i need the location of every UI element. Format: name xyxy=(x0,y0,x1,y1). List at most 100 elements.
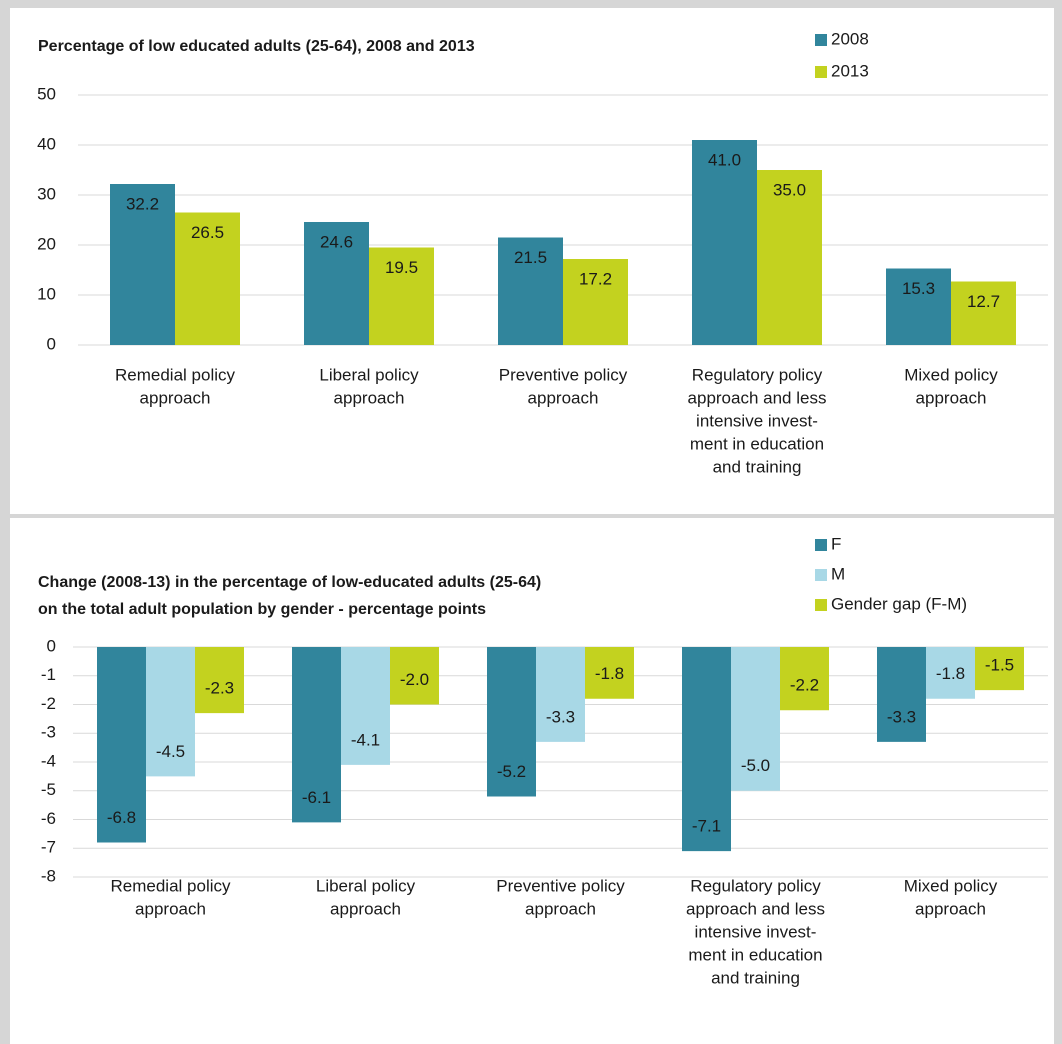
x-tick-label: Liberal policy xyxy=(316,876,416,895)
y-tick-label: -4 xyxy=(41,751,56,770)
data-label: -5.2 xyxy=(497,762,526,781)
bar xyxy=(951,281,1016,345)
data-label: 26.5 xyxy=(191,223,224,242)
legend-swatch xyxy=(815,34,827,46)
bar xyxy=(304,222,369,345)
x-tick-label: ment in education xyxy=(688,945,822,964)
y-tick-label: 10 xyxy=(37,284,56,303)
data-label: 12.7 xyxy=(967,292,1000,311)
data-label: -4.5 xyxy=(156,742,185,761)
y-tick-label: -7 xyxy=(41,838,56,857)
x-tick-label: ment in education xyxy=(690,434,824,453)
bar xyxy=(341,647,390,765)
x-tick-label: Liberal policy xyxy=(319,365,419,384)
bar xyxy=(487,647,536,797)
x-tick-label: Mixed policy xyxy=(904,876,998,895)
bar xyxy=(585,647,634,699)
legend-label: F xyxy=(831,534,841,553)
x-tick-label: Preventive policy xyxy=(499,365,628,384)
legend-label: Gender gap (F-M) xyxy=(831,594,967,613)
bar xyxy=(175,212,240,345)
y-tick-label: 40 xyxy=(37,134,56,153)
legend-label: 2008 xyxy=(831,29,869,48)
x-tick-label: approach xyxy=(916,388,987,407)
x-tick-label: approach xyxy=(330,899,401,918)
bar xyxy=(877,647,926,742)
x-tick-label: intensive invest- xyxy=(696,411,818,430)
y-tick-label: 0 xyxy=(47,334,56,353)
y-tick-label: 0 xyxy=(47,636,56,655)
x-tick-label: Remedial policy xyxy=(111,876,231,895)
bar xyxy=(731,647,780,791)
data-label: -2.2 xyxy=(790,676,819,695)
y-tick-label: -2 xyxy=(41,694,56,713)
bar xyxy=(390,647,439,705)
x-tick-label: approach xyxy=(334,388,405,407)
legend-swatch xyxy=(815,599,827,611)
data-label: -2.3 xyxy=(205,679,234,698)
x-tick-label: intensive invest- xyxy=(695,922,817,941)
x-tick-label: approach xyxy=(135,899,206,918)
data-label: -3.3 xyxy=(887,707,916,726)
bar xyxy=(926,647,975,699)
bar xyxy=(886,268,951,345)
bar xyxy=(369,247,434,345)
data-label: -5.0 xyxy=(741,756,770,775)
x-tick-label: Regulatory policy xyxy=(690,876,821,895)
data-label: -7.1 xyxy=(692,817,721,836)
data-label: -1.8 xyxy=(595,664,624,683)
chart-title: Change (2008-13) in the percentage of lo… xyxy=(38,574,541,591)
data-label: -1.5 xyxy=(985,656,1014,675)
data-label: -6.1 xyxy=(302,788,331,807)
legend-swatch xyxy=(815,539,827,551)
bar xyxy=(536,647,585,742)
x-tick-label: Regulatory policy xyxy=(692,365,823,384)
data-label: 19.5 xyxy=(385,258,418,277)
bar xyxy=(97,647,146,843)
x-tick-label: approach xyxy=(525,899,596,918)
y-tick-label: 50 xyxy=(37,84,56,103)
y-tick-label: -6 xyxy=(41,809,56,828)
data-label: -2.0 xyxy=(400,670,429,689)
legend-label: 2013 xyxy=(831,61,869,80)
x-tick-label: and training xyxy=(713,457,802,476)
data-label: 21.5 xyxy=(514,248,547,267)
data-label: 17.2 xyxy=(579,269,612,288)
x-tick-label: approach xyxy=(140,388,211,407)
data-label: 15.3 xyxy=(902,279,935,298)
bar xyxy=(757,170,822,345)
legend-swatch xyxy=(815,569,827,581)
x-tick-label: Mixed policy xyxy=(904,365,998,384)
bar xyxy=(682,647,731,852)
data-label: 24.6 xyxy=(320,232,353,251)
y-tick-label: -5 xyxy=(41,780,56,799)
bar xyxy=(780,647,829,711)
y-tick-label: 20 xyxy=(37,234,56,253)
y-tick-label: -1 xyxy=(41,665,56,684)
bar xyxy=(195,647,244,714)
y-tick-label: -8 xyxy=(41,866,56,885)
data-label: -3.3 xyxy=(546,707,575,726)
legend-label: M xyxy=(831,564,845,583)
data-label: -4.1 xyxy=(351,730,380,749)
x-tick-label: Preventive policy xyxy=(496,876,625,895)
data-label: -1.8 xyxy=(936,664,965,683)
data-label: 41.0 xyxy=(708,150,741,169)
bar xyxy=(563,259,628,345)
x-tick-label: approach and less xyxy=(688,388,827,407)
x-tick-label: approach and less xyxy=(686,899,825,918)
bar xyxy=(110,184,175,345)
bar xyxy=(498,237,563,345)
data-label: 35.0 xyxy=(773,180,806,199)
bar xyxy=(975,647,1024,691)
y-tick-label: -3 xyxy=(41,723,56,742)
x-tick-label: Remedial policy xyxy=(115,365,235,384)
data-label: 32.2 xyxy=(126,194,159,213)
bar xyxy=(692,140,757,345)
chart-title: on the total adult population by gender … xyxy=(38,601,486,618)
data-label: -6.8 xyxy=(107,808,136,827)
legend-swatch xyxy=(815,66,827,78)
x-tick-label: approach xyxy=(528,388,599,407)
